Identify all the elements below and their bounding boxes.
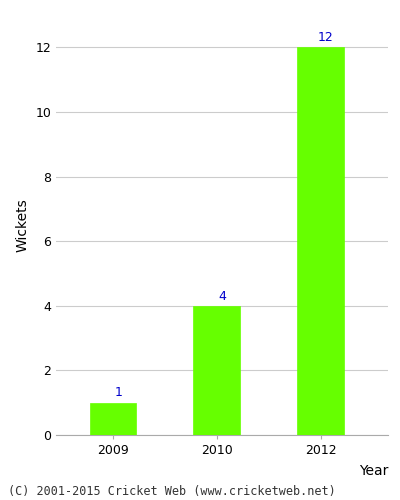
Bar xyxy=(297,48,344,435)
Text: 12: 12 xyxy=(318,31,334,44)
Text: Year: Year xyxy=(359,464,388,478)
Text: (C) 2001-2015 Cricket Web (www.cricketweb.net): (C) 2001-2015 Cricket Web (www.cricketwe… xyxy=(8,484,336,498)
Text: 1: 1 xyxy=(114,386,122,400)
Bar xyxy=(194,306,240,435)
Y-axis label: Wickets: Wickets xyxy=(16,198,30,252)
Text: 4: 4 xyxy=(218,290,226,302)
Bar xyxy=(90,402,136,435)
